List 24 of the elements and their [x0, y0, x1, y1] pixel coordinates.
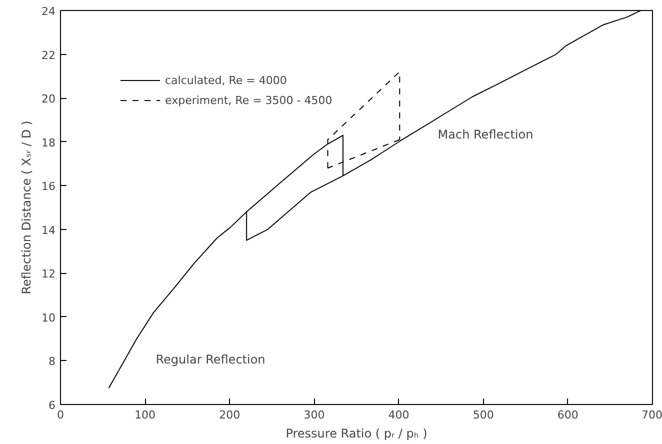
y-tick-label: 24	[42, 5, 56, 18]
y-tick-label: 10	[42, 311, 56, 324]
x-tick-label: 400	[388, 408, 410, 422]
x-tick-label: 700	[642, 408, 662, 422]
x-tick-label: 200	[219, 408, 240, 422]
y-tick-label: 16	[42, 180, 56, 194]
x-tick-label: 600	[557, 408, 578, 422]
y-axis-title: Reflection Distance ( Xₛᵣ / D )	[20, 120, 34, 294]
y-tick-label: 12	[42, 268, 56, 281]
x-tick-label: 300	[304, 408, 325, 422]
y-tick-label: 14	[42, 224, 56, 237]
legend-label: experiment, Re = 3500 - 4500	[165, 94, 332, 106]
annotation: Regular Reflection	[156, 352, 266, 366]
y-tick-label: 8	[48, 355, 56, 368]
annotation: Mach Reflection	[438, 128, 534, 142]
y-tick-label: 20	[42, 92, 56, 106]
x-tick-label: 0	[57, 408, 64, 422]
y-tick-label: 18	[42, 136, 56, 150]
x-tick-label: 100	[134, 408, 156, 422]
y-tick-label: 22	[42, 48, 56, 62]
legend-label: calculated, Re = 4000	[165, 74, 287, 86]
x-tick-label: 500	[472, 408, 494, 422]
x-axis-title: Pressure Ratio ( pᵣ / pₕ )	[286, 426, 428, 440]
y-tick-label: 6	[48, 399, 56, 412]
